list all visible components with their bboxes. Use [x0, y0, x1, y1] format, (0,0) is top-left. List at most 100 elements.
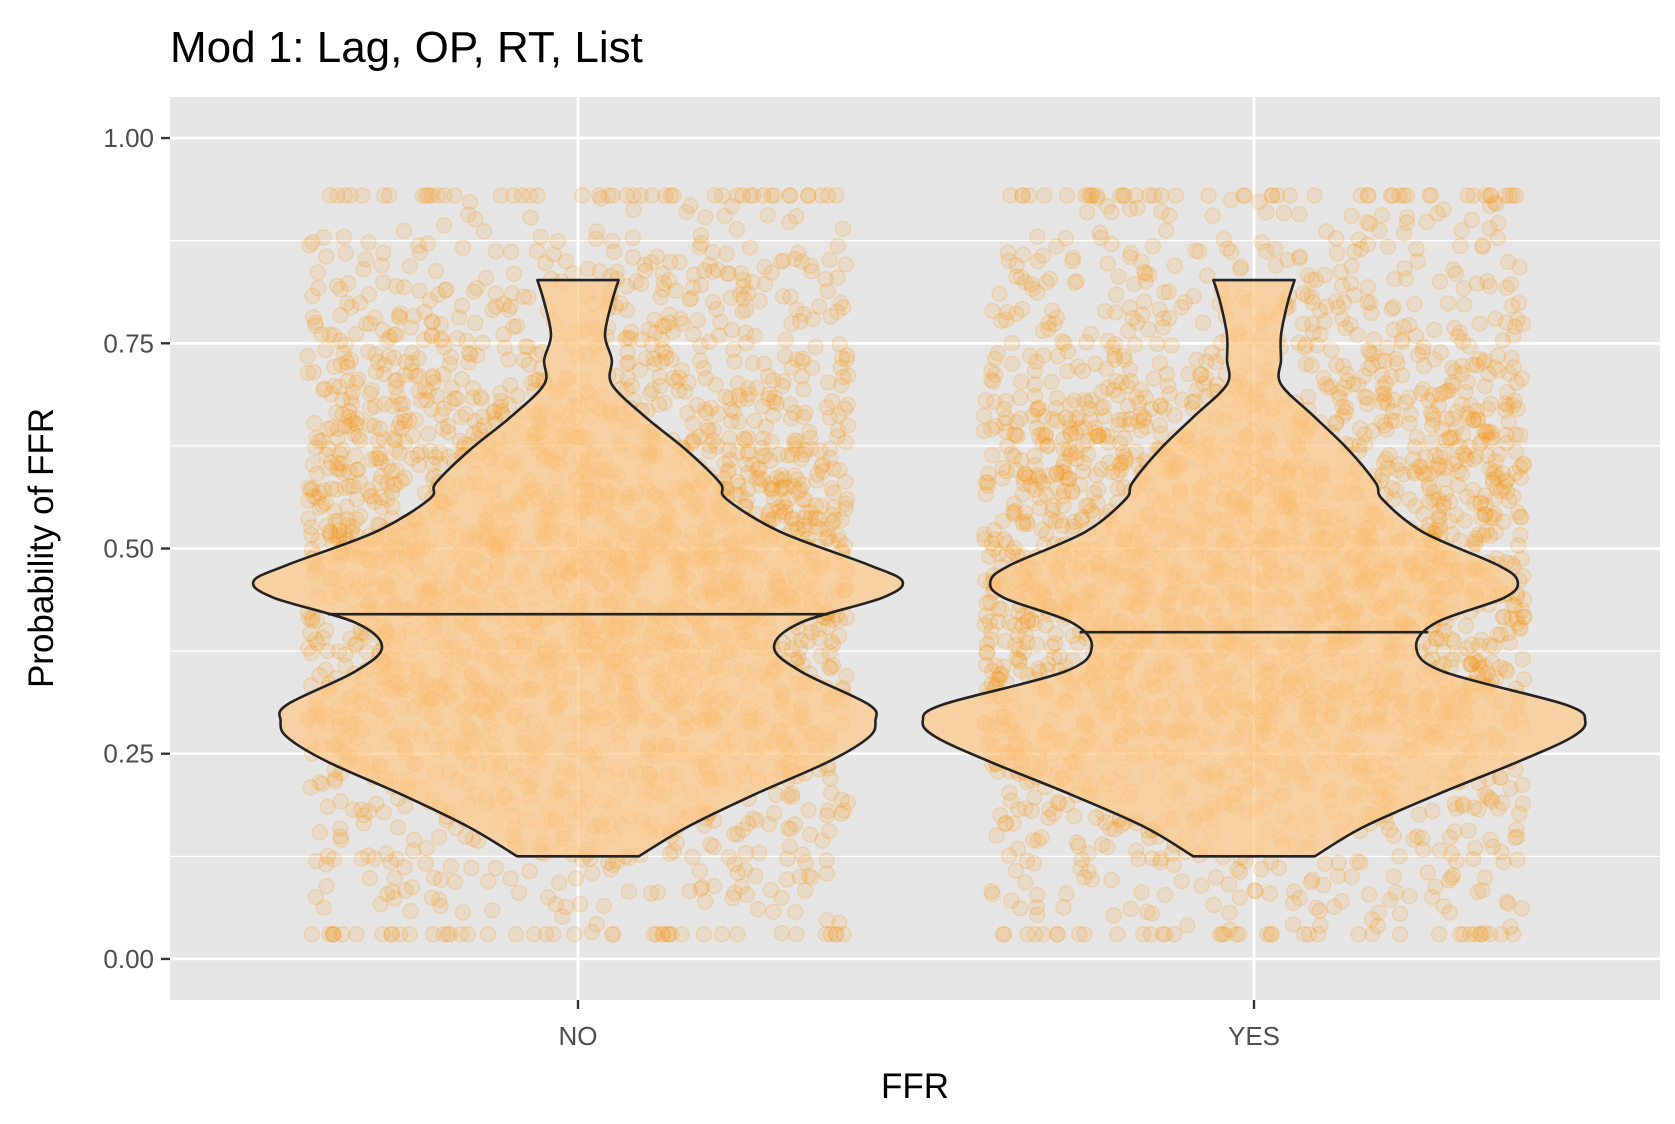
jitter-point	[299, 492, 317, 509]
jitter-point	[670, 382, 687, 400]
jitter-point	[1026, 387, 1044, 405]
jitter-point	[701, 443, 718, 460]
jitter-point	[402, 902, 419, 920]
jitter-point	[343, 395, 361, 412]
jitter-point	[705, 877, 723, 895]
jitter-point	[325, 926, 342, 943]
jitter-point	[451, 432, 469, 450]
jitter-point	[324, 926, 342, 943]
jitter-point	[701, 333, 718, 351]
jitter-point	[590, 187, 608, 204]
jitter-point	[760, 815, 778, 833]
jitter-point	[1118, 377, 1136, 395]
jitter-point	[821, 409, 839, 426]
jitter-point	[1494, 332, 1511, 349]
jitter-point	[1306, 187, 1323, 204]
jitter-point	[1493, 926, 1510, 943]
jitter-point	[1099, 255, 1116, 272]
jitter-point	[1315, 876, 1332, 894]
jitter-point	[807, 338, 824, 356]
jitter-point	[722, 289, 740, 306]
jitter-point	[401, 926, 418, 943]
jitter-point	[468, 279, 486, 297]
jitter-point	[741, 239, 759, 256]
jitter-point	[1109, 480, 1127, 497]
jitter-point	[439, 417, 457, 435]
jitter-point	[738, 390, 756, 408]
jitter-point	[520, 288, 537, 306]
jitter-point	[672, 310, 689, 328]
jitter-point	[713, 926, 731, 943]
jitter-point	[309, 279, 327, 297]
jitter-point	[1356, 388, 1374, 405]
jitter-point	[824, 636, 842, 653]
jitter-point	[325, 378, 343, 395]
jitter-point	[404, 427, 422, 445]
jitter-point	[1270, 859, 1288, 877]
jitter-point	[643, 187, 661, 204]
jitter-point	[803, 869, 820, 887]
jitter-point	[335, 464, 352, 481]
jitter-point	[1143, 905, 1161, 922]
jitter-point	[443, 379, 461, 397]
jitter-point	[1474, 238, 1492, 256]
jitter-point	[1132, 422, 1150, 439]
jitter-point	[1431, 273, 1449, 290]
jitter-point	[1116, 429, 1133, 447]
jitter-point	[1290, 206, 1308, 223]
jitter-point	[323, 480, 340, 497]
jitter-point	[820, 822, 838, 840]
jitter-point	[751, 469, 768, 486]
jitter-point	[466, 314, 484, 332]
jitter-point	[717, 388, 734, 406]
jitter-point	[331, 378, 349, 396]
jitter-point	[603, 232, 621, 250]
jitter-point	[505, 265, 523, 283]
jitter-point	[375, 804, 393, 821]
jitter-point	[729, 375, 746, 392]
jitter-point	[774, 506, 792, 524]
jitter-point	[975, 422, 992, 440]
jitter-point	[1300, 926, 1318, 943]
jitter-point	[396, 412, 414, 430]
jitter-point	[620, 354, 638, 371]
jitter-point	[622, 323, 640, 341]
jitter-point	[363, 488, 381, 505]
jitter-point	[627, 273, 645, 290]
jitter-point	[796, 404, 814, 421]
jitter-point	[823, 633, 840, 650]
jitter-point	[1055, 454, 1073, 471]
jitter-point	[1486, 359, 1504, 376]
jitter-point	[313, 775, 331, 793]
jitter-point	[684, 434, 701, 452]
jitter-point	[332, 793, 350, 810]
jitter-point	[325, 850, 342, 868]
jitter-point	[411, 244, 429, 261]
jitter-point	[1007, 862, 1024, 879]
jitter-point	[317, 622, 335, 639]
jitter-point	[838, 609, 856, 626]
jitter-point	[692, 880, 710, 897]
jitter-point	[720, 265, 737, 283]
jitter-point	[331, 527, 348, 545]
jitter-point	[326, 773, 344, 790]
jitter-point	[833, 791, 850, 809]
jitter-point	[446, 873, 464, 891]
jitter-point	[1068, 410, 1085, 428]
jitter-point	[697, 370, 714, 387]
jitter-point	[1397, 270, 1415, 288]
jitter-point	[1435, 201, 1452, 218]
jitter-point	[994, 926, 1012, 943]
jitter-point	[303, 644, 320, 662]
jitter-point	[1297, 355, 1315, 373]
jitter-point	[1285, 883, 1303, 900]
jitter-point	[318, 248, 335, 265]
jitter-point	[434, 366, 452, 383]
jitter-point	[1355, 367, 1373, 385]
jitter-point	[762, 881, 780, 899]
jitter-point	[373, 257, 390, 274]
jitter-point	[453, 297, 471, 314]
jitter-point	[771, 503, 788, 520]
jitter-point	[838, 667, 855, 685]
jitter-point	[1419, 864, 1436, 881]
